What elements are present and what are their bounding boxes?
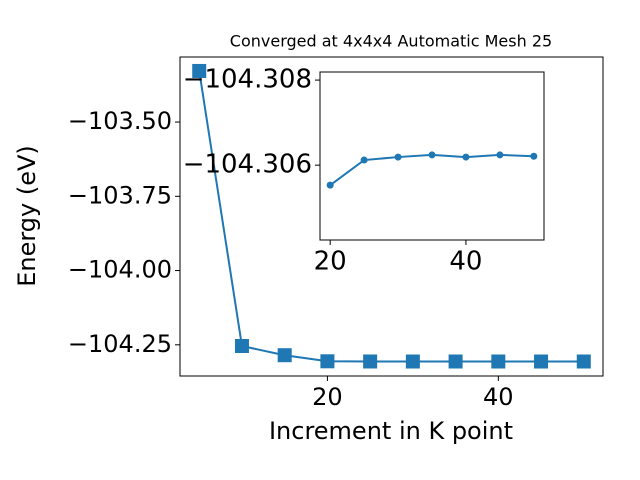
marker [496, 151, 504, 159]
y-tick-label: −103.75 [68, 181, 172, 209]
y-axis-label: Energy (eV) [13, 145, 41, 287]
y-tick-label: −104.308 [183, 65, 312, 95]
marker [530, 152, 538, 160]
marker [491, 354, 506, 369]
marker [363, 354, 378, 369]
y-tick-label: −103.50 [68, 107, 172, 135]
chart-title: Converged at 4x4x4 Automatic Mesh 25 [230, 32, 552, 51]
x-tick-label: 20 [314, 247, 347, 277]
y-tick-label: −104.00 [68, 256, 172, 284]
x-tick-label: 40 [449, 247, 482, 277]
y-tick-label: −104.25 [68, 330, 172, 358]
marker [428, 151, 436, 159]
marker [576, 354, 591, 369]
x-axis-label: Increment in K point [269, 417, 513, 445]
marker [277, 348, 292, 363]
marker [462, 153, 470, 161]
marker [234, 339, 249, 354]
x-tick-label: 40 [483, 383, 514, 411]
marker [405, 354, 420, 369]
marker [192, 63, 207, 78]
marker [326, 181, 334, 189]
series-line [198, 70, 584, 363]
marker [360, 156, 368, 164]
marker [394, 153, 402, 161]
x-tick-label: 20 [312, 383, 343, 411]
marker [534, 354, 549, 369]
marker [448, 354, 463, 369]
marker [320, 354, 335, 369]
y-tick-label: −104.306 [183, 150, 312, 180]
